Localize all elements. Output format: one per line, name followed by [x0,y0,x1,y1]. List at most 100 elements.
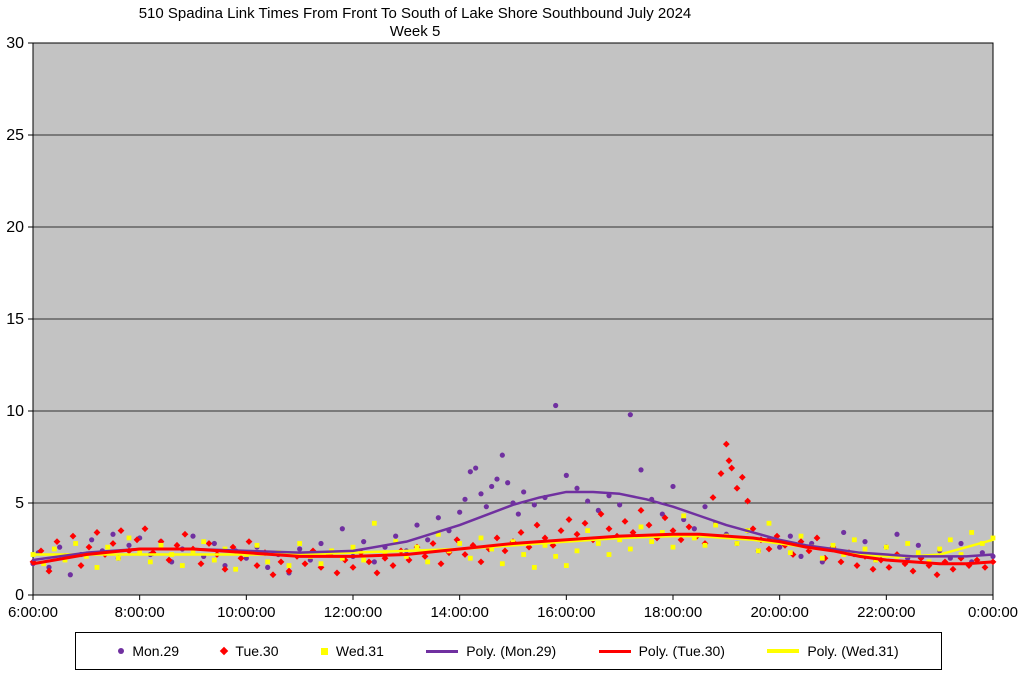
mon29-dot-marker-icon [118,648,125,654]
data-point [517,529,525,536]
trendline [31,534,995,558]
x-axis-label: 22:00:00 [857,604,915,621]
data-point [659,511,665,517]
data-point [133,536,141,544]
data-point [318,540,324,547]
data-point [627,546,633,552]
data-point [371,559,377,565]
x-axis-label: 20:00:00 [750,604,808,621]
data-point [62,557,68,563]
data-point [158,542,164,548]
data-point [542,542,548,548]
data-point [478,491,484,497]
data-point [521,489,527,495]
data-point [990,535,996,541]
data-point [393,539,399,545]
data-point [109,540,117,547]
data-point [67,572,73,578]
data-point [669,527,677,534]
data-point [483,504,489,510]
y-axis-label: 5 [15,495,24,512]
data-point [883,544,889,550]
data-point [45,567,53,575]
data-point [691,535,697,541]
y-axis-label: 25 [6,127,24,144]
data-point [862,546,868,552]
chart-legend: Mon.29 Tue.30 Wed.31 Poly. (Mon.29) Poly… [75,632,942,670]
data-point [722,440,730,448]
data-point [297,546,303,552]
data-point [585,498,591,504]
data-point [677,536,685,544]
data-point [269,571,277,579]
data-point [958,552,964,557]
data-point [179,563,185,568]
data-point [425,559,431,565]
data-point [565,516,573,523]
data-point [933,571,941,579]
data-point [841,529,847,536]
y-axis-label: 15 [6,311,24,328]
data-point [485,545,493,553]
data-point [621,518,629,525]
data-point [501,547,509,555]
data-point [277,558,285,566]
data-point [365,558,373,566]
data-point [574,485,580,491]
data-point [958,540,964,547]
data-point [637,506,645,514]
data-point [947,537,953,543]
data-point [605,525,613,533]
data-point [489,483,495,490]
data-point [885,564,893,571]
data-point [531,502,537,508]
legend-item-poly-tue30: Poly. (Tue.30) [598,643,725,659]
data-point [915,542,921,548]
legend-item-wed31: Wed.31 [320,643,384,659]
data-point [691,526,697,532]
data-point [237,554,245,562]
data-point [765,545,773,553]
data-point [563,563,569,568]
data-point [317,564,325,571]
data-point [659,530,665,535]
data-point [638,467,644,473]
data-point [949,565,957,573]
data-point [595,541,601,546]
data-point [301,560,309,568]
data-point [738,473,746,481]
legend-item-tue30: Tue.30 [220,643,279,659]
data-point [89,537,95,543]
data-point [755,548,761,554]
data-point [725,457,733,465]
data-point [981,564,989,571]
data-point [361,557,367,563]
legend-label-wed31: Wed.31 [335,643,384,659]
data-point [606,552,612,557]
legend-item-poly-mon29: Poly. (Mon.29) [426,643,556,659]
data-point [489,546,495,552]
data-point [521,552,527,557]
y-axis-label: 30 [6,35,24,52]
data-point [286,563,292,568]
x-axis-label: 16:00:00 [537,604,595,621]
data-point [713,522,719,528]
chart-subtitle: Week 5 [389,23,441,40]
data-point [645,521,653,529]
poly-mon29-line-icon [426,649,459,653]
data-point [510,539,516,545]
legend-item-poly-wed31: Poly. (Wed.31) [767,643,899,659]
data-point [766,520,772,526]
data-point [429,540,437,547]
data-point [245,538,253,546]
data-point [181,530,189,538]
data-point [51,546,57,552]
data-point [137,550,143,556]
data-point [573,530,581,538]
data-point [597,510,605,518]
tue30-diamond-marker-icon [220,646,229,656]
data-point [297,541,303,546]
wed31-square-marker-icon [320,647,328,655]
data-point [531,565,537,570]
